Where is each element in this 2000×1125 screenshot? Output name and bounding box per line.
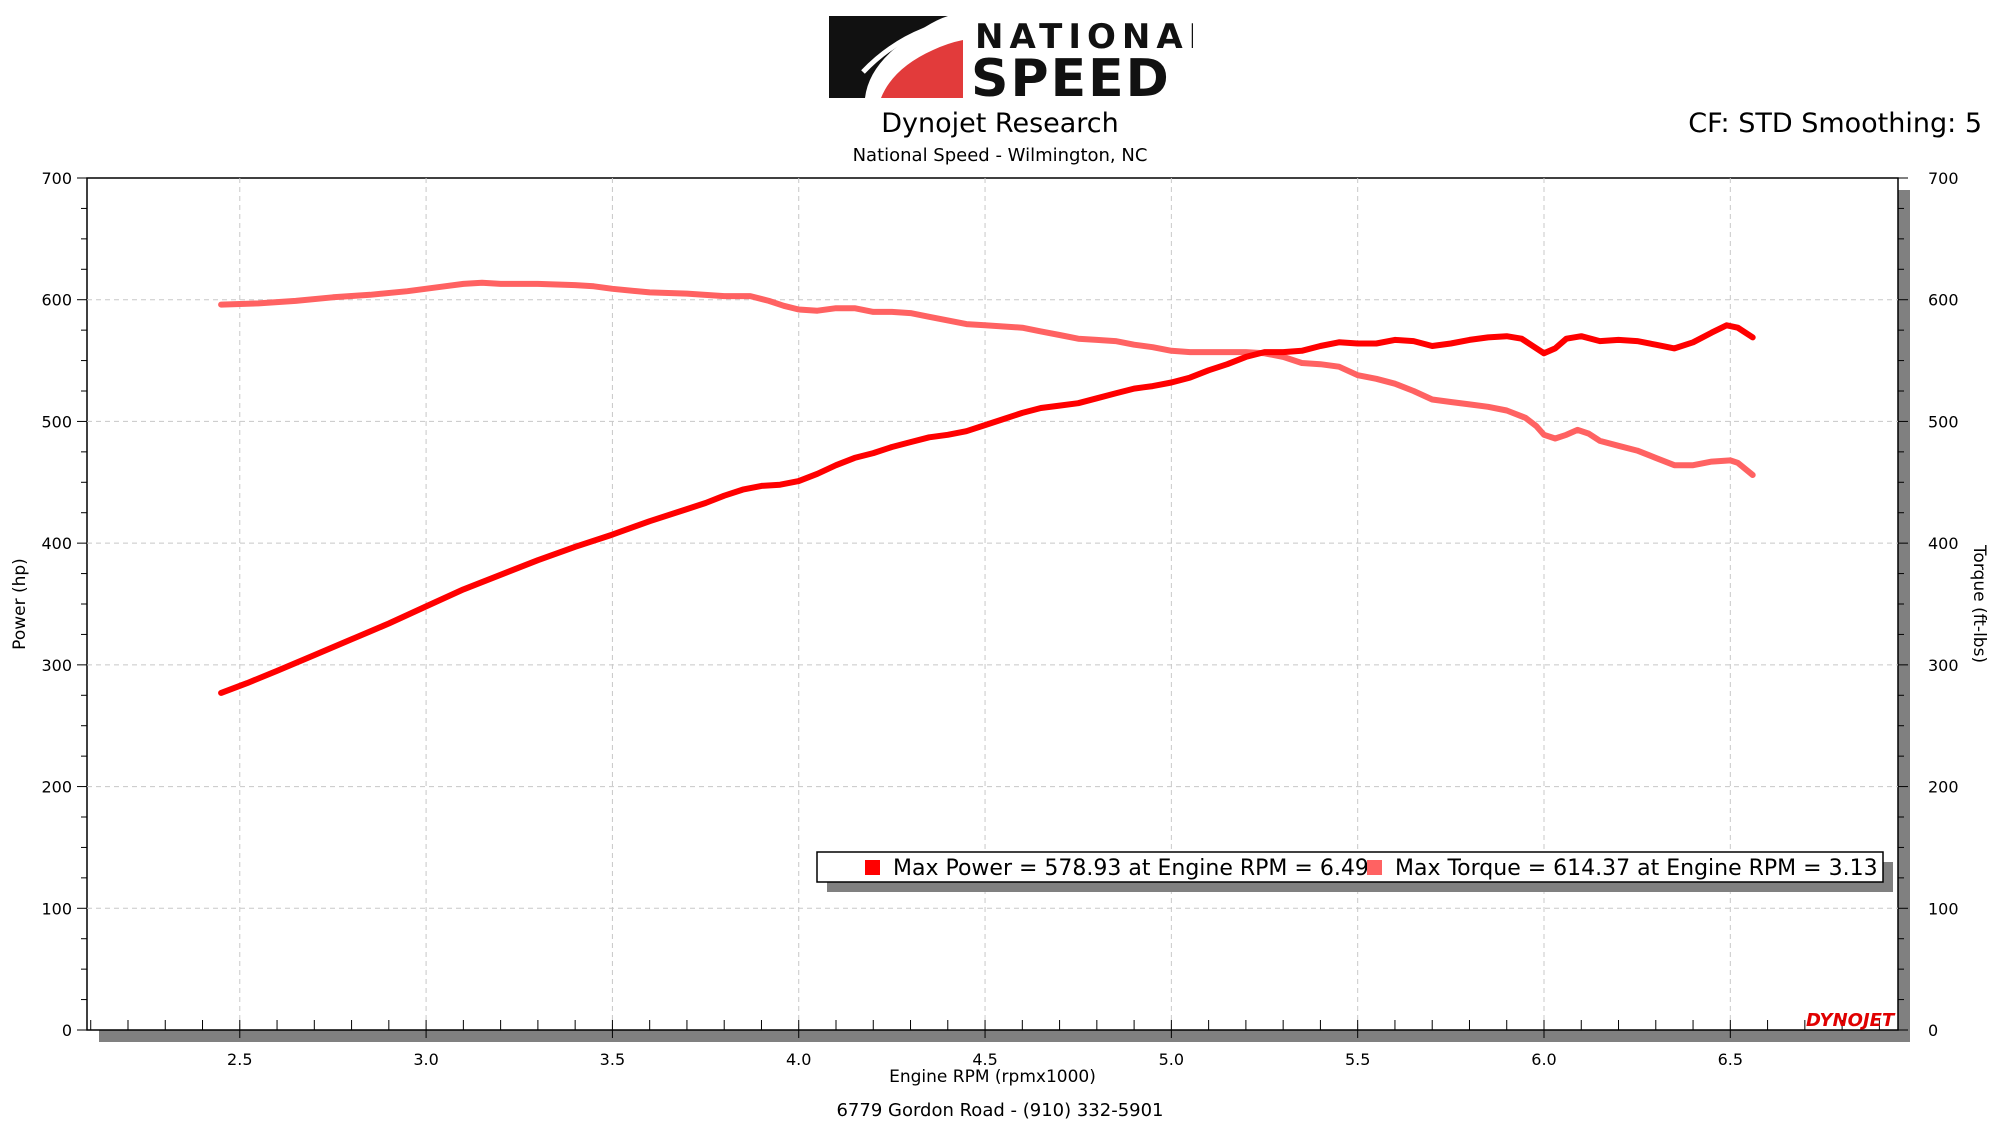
x-tick-label: 4.5 [972, 1050, 997, 1069]
legend-label-torque: Max Torque = 614.37 at Engine RPM = 3.13 [1395, 856, 1878, 881]
x-tick-label: 6.0 [1531, 1050, 1556, 1069]
x-tick-label: 3.0 [413, 1050, 438, 1069]
axis-ticks: 2.5 3.0 3.5 4.0 4.5 5.0 5.5 6.0 6.5 0 0 100 100 200 20… [41, 169, 1958, 1069]
x-tick-label: 5.0 [1159, 1050, 1184, 1069]
y-right-tick-label: 500 [1928, 412, 1959, 431]
y-axis-title-left: Power (hp) [10, 558, 30, 650]
chart-legend: Max Power = 578.93 at Engine RPM = 6.49 M… [816, 851, 1893, 892]
y-right-tick-label: 700 [1928, 169, 1959, 188]
logo-text-national: NATIONAL [975, 17, 1193, 57]
x-axis-title: Engine RPM (rpmx1000) [889, 1067, 1096, 1087]
legend-swatch-power [865, 860, 880, 875]
logo-swoosh-red [881, 40, 963, 98]
x-tick-label: 4.0 [786, 1050, 811, 1069]
chart-frame-shadow [99, 190, 1910, 1042]
y-left-tick-label: 100 [41, 899, 72, 918]
x-tick-label: 5.5 [1345, 1050, 1370, 1069]
legend-label-power: Max Power = 578.93 at Engine RPM = 6.49 [893, 856, 1369, 881]
x-tick-label: 3.5 [600, 1050, 625, 1069]
chart-subtitle: National Speed - Wilmington, NC [852, 145, 1148, 166]
y-left-tick-label: 500 [41, 412, 72, 431]
bottom-shadow [99, 1030, 1910, 1042]
logo-swoosh-black [829, 16, 948, 98]
y-left-tick-label: 400 [41, 534, 72, 553]
legend-box [816, 851, 1884, 883]
correction-factor-info: CF: STD Smoothing: 5 [1688, 108, 1982, 139]
logo-text-speed: SPEED [971, 49, 1171, 100]
legend-swatch-torque [1367, 860, 1382, 875]
x-tick-label: 6.5 [1718, 1050, 1743, 1069]
plot-area [86, 177, 1899, 1031]
series-lines [218, 279, 1756, 696]
y-left-tick-label: 600 [41, 291, 72, 310]
dynojet-watermark: DYNOJET [1806, 1010, 1896, 1031]
chart-title: Dynojet Research [881, 108, 1119, 139]
grid-lines [87, 178, 1898, 1030]
footer-address: 6779 Gordon Road - (910) 332-5901 [836, 1100, 1164, 1121]
y-axis-title-right: Torque (ft-lbs) [1969, 544, 1989, 663]
y-left-tick-label: 200 [41, 778, 72, 797]
y-right-tick-label: 300 [1928, 656, 1959, 675]
y-left-tick-label: 300 [41, 656, 72, 675]
y-right-tick-label: 200 [1928, 778, 1959, 797]
x-tick-label: 2.5 [227, 1050, 252, 1069]
y-left-tick-label: 700 [41, 169, 72, 188]
y-right-tick-label: 600 [1928, 291, 1959, 310]
right-shadow [1898, 190, 1910, 1040]
y-left-tick-label: 0 [62, 1021, 72, 1040]
power-line [218, 322, 1756, 696]
y-right-tick-label: 400 [1928, 534, 1959, 553]
y-right-tick-label: 0 [1928, 1021, 1938, 1040]
national-speed-logo: NATIONAL SPEED [829, 16, 1193, 100]
torque-line [218, 279, 1756, 478]
y-right-tick-label: 100 [1928, 899, 1959, 918]
